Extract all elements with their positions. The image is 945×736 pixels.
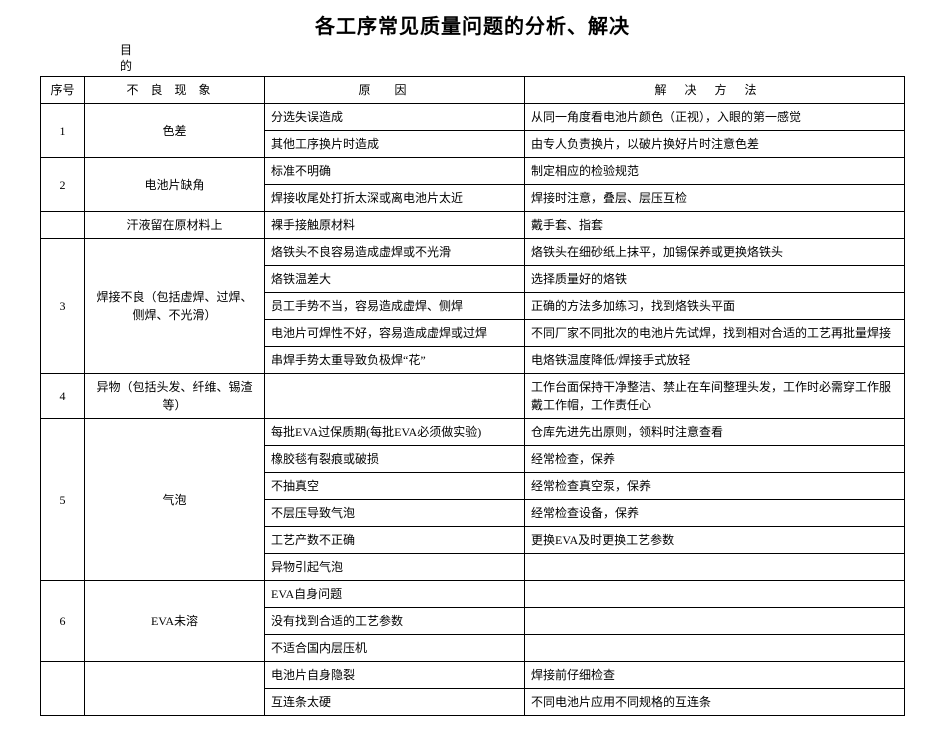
cell-cause: 异物引起气泡 [265,554,525,581]
cell-cause: 电池片自身隐裂 [265,662,525,689]
cell-cause: 互连条太硬 [265,689,525,716]
subhead-line2: 的 [120,59,905,75]
cell-phenomenon: 焊接不良（包括虚焊、过焊、侧焊、不光滑） [85,239,265,374]
cell-solution: 戴手套、指套 [525,212,905,239]
table-row: 6EVA未溶EVA自身问题 [41,581,905,608]
cell-solution [525,581,905,608]
cell-solution: 经常检查，保养 [525,446,905,473]
cell-cause: 烙铁温差大 [265,266,525,293]
cell-cause: 分选失误造成 [265,104,525,131]
cell-solution: 制定相应的检验规范 [525,158,905,185]
table-row: 汗液留在原材料上裸手接触原材料戴手套、指套 [41,212,905,239]
cell-cause: 每批EVA过保质期(每批EVA必须做实验) [265,419,525,446]
table-row: 4异物（包括头发、纤维、锡渣等） 工作台面保持干净整洁、禁止在车间整理头发，工作时… [41,374,905,419]
th-num: 序号 [41,77,85,104]
cell-cause: 焊接收尾处打折太深或离电池片太近 [265,185,525,212]
cell-num: 3 [41,239,85,374]
cell-num: 6 [41,581,85,662]
cell-solution: 仓库先进先出原则，领料时注意查看 [525,419,905,446]
cell-num [41,212,85,239]
cell-solution [525,608,905,635]
doc-title: 各工序常见质量问题的分析、解决 [40,10,905,39]
cell-cause: 没有找到合适的工艺参数 [265,608,525,635]
cell-solution: 电烙铁温度降低/焊接手式放轻 [525,347,905,374]
cell-num: 2 [41,158,85,212]
cell-num: 4 [41,374,85,419]
cell-cause: EVA自身问题 [265,581,525,608]
table-body: 1色差分选失误造成从同一角度看电池片颜色（正视），入眼的第一感觉其他工序换片时造… [41,104,905,716]
cell-solution: 由专人负责换片，以破片换好片时注意色差 [525,131,905,158]
table-row: 1色差分选失误造成从同一角度看电池片颜色（正视），入眼的第一感觉 [41,104,905,131]
quality-table: 序号 不良现象 原因 解决方法 1色差分选失误造成从同一角度看电池片颜色（正视）… [40,76,905,716]
cell-cause: 工艺产数不正确 [265,527,525,554]
cell-solution: 焊接前仔细检查 [525,662,905,689]
cell-cause: 串焊手势太重导致负极焊“花” [265,347,525,374]
cell-solution: 经常检查设备，保养 [525,500,905,527]
cell-cause: 不抽真空 [265,473,525,500]
cell-cause: 橡胶毯有裂痕或破损 [265,446,525,473]
cell-phenomenon: 色差 [85,104,265,158]
cell-cause: 电池片可焊性不好，容易造成虚焊或过焊 [265,320,525,347]
cell-solution [525,554,905,581]
cell-num: 1 [41,104,85,158]
cell-phenomenon: 气泡 [85,419,265,581]
cell-solution: 经常检查真空泵，保养 [525,473,905,500]
cell-cause: 不适合国内层压机 [265,635,525,662]
cell-cause: 烙铁头不良容易造成虚焊或不光滑 [265,239,525,266]
subhead-line1: 目 [120,43,905,59]
th-sol: 解决方法 [525,77,905,104]
cell-solution: 更换EVA及时更换工艺参数 [525,527,905,554]
cell-cause: 员工手势不当，容易造成虚焊、侧焊 [265,293,525,320]
cell-cause: 标准不明确 [265,158,525,185]
table-row: 2电池片缺角标准不明确制定相应的检验规范 [41,158,905,185]
cell-cause [265,374,525,419]
cell-solution [525,635,905,662]
cell-solution: 不同电池片应用不同规格的互连条 [525,689,905,716]
cell-phenomenon: 异物（包括头发、纤维、锡渣等） [85,374,265,419]
cell-cause: 其他工序换片时造成 [265,131,525,158]
cell-solution: 焊接时注意，叠层、层压互检 [525,185,905,212]
table-row: 3焊接不良（包括虚焊、过焊、侧焊、不光滑）烙铁头不良容易造成虚焊或不光滑烙铁头在… [41,239,905,266]
cell-solution: 正确的方法多加练习，找到烙铁头平面 [525,293,905,320]
cell-cause: 裸手接触原材料 [265,212,525,239]
cell-solution: 烙铁头在细砂纸上抹平，加锡保养或更换烙铁头 [525,239,905,266]
cell-solution: 从同一角度看电池片颜色（正视），入眼的第一感觉 [525,104,905,131]
cell-cause: 不层压导致气泡 [265,500,525,527]
cell-num [41,662,85,716]
table-row: 电池片自身隐裂焊接前仔细检查 [41,662,905,689]
th-cause: 原因 [265,77,525,104]
table-row: 5气泡每批EVA过保质期(每批EVA必须做实验)仓库先进先出原则，领料时注意查看 [41,419,905,446]
table-header-row: 序号 不良现象 原因 解决方法 [41,77,905,104]
cell-phenomenon: EVA未溶 [85,581,265,662]
doc-subhead: 目 的 [120,43,905,74]
cell-phenomenon: 电池片缺角 [85,158,265,212]
cell-solution: 选择质量好的烙铁 [525,266,905,293]
cell-phenomenon: 汗液留在原材料上 [85,212,265,239]
th-phen: 不良现象 [85,77,265,104]
cell-solution: 不同厂家不同批次的电池片先试焊，找到相对合适的工艺再批量焊接 [525,320,905,347]
cell-num: 5 [41,419,85,581]
cell-phenomenon [85,662,265,716]
cell-solution: 工作台面保持干净整洁、禁止在车间整理头发，工作时必需穿工作服戴工作帽，工作责任心 [525,374,905,419]
